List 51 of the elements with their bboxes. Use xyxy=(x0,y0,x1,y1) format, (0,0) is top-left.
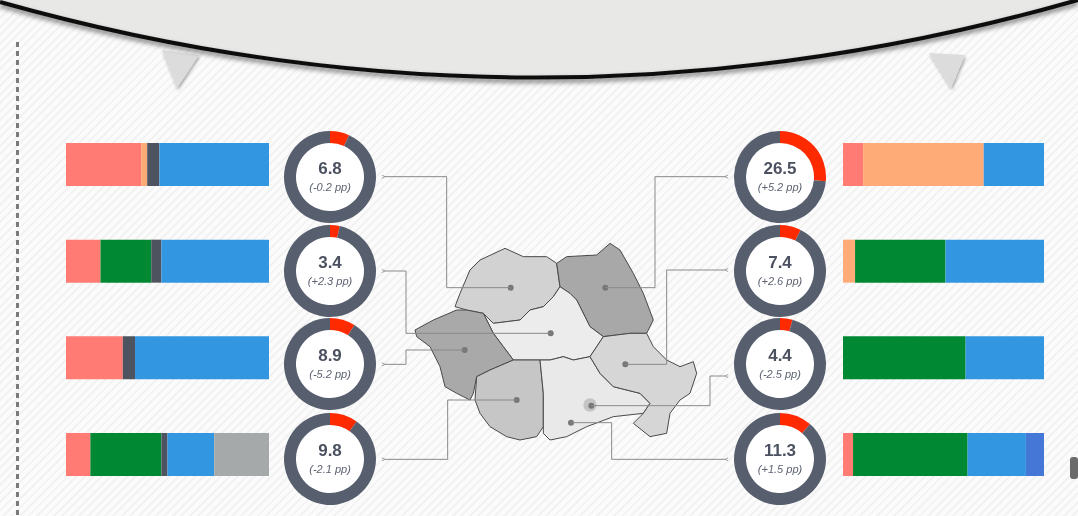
text: (+2.6 pp) xyxy=(757,275,803,287)
bar xyxy=(983,143,1044,186)
bar xyxy=(161,239,269,283)
donut-slice xyxy=(330,225,340,238)
text: (-0.2 pp) xyxy=(309,181,352,193)
text: 9.8 xyxy=(318,441,342,460)
donut-slice xyxy=(780,413,810,434)
text: 26.5 xyxy=(763,159,797,178)
bar xyxy=(135,336,269,380)
bar xyxy=(965,336,1044,380)
donut-slice xyxy=(330,413,357,432)
bar xyxy=(863,143,984,186)
bar xyxy=(66,239,101,283)
text: 11.3 xyxy=(763,441,797,460)
text: (+2.3 pp) xyxy=(307,275,353,287)
text: 3.4 xyxy=(318,253,343,272)
bar xyxy=(141,143,148,186)
text: (-5.2 pp) xyxy=(309,368,352,380)
bar xyxy=(151,239,162,283)
bar xyxy=(843,239,856,283)
donut-slice xyxy=(780,318,793,332)
donut-slice xyxy=(330,131,350,147)
bar xyxy=(843,143,864,186)
text: (+1.5 pp) xyxy=(757,463,803,475)
bar xyxy=(66,143,142,186)
bar xyxy=(147,143,160,186)
bar xyxy=(159,143,269,186)
bar xyxy=(967,433,1026,476)
bar xyxy=(855,239,946,283)
bar xyxy=(100,239,152,283)
bar xyxy=(843,433,854,476)
bar xyxy=(214,433,269,476)
bar xyxy=(945,239,1044,283)
bar xyxy=(853,433,968,476)
text: (-2.5 pp) xyxy=(759,368,802,380)
bar xyxy=(66,433,91,476)
bar xyxy=(66,336,123,380)
bar xyxy=(1025,433,1044,476)
text: 7.4 xyxy=(768,253,793,272)
donut-slice xyxy=(780,225,801,241)
text: (+5.2 pp) xyxy=(757,181,803,193)
text: 6.8 xyxy=(318,159,342,178)
bar xyxy=(843,336,966,380)
bar xyxy=(90,433,162,476)
text: 4.4 xyxy=(768,346,793,365)
bar xyxy=(161,433,168,476)
donut-slice xyxy=(330,318,355,336)
bar xyxy=(167,433,215,476)
bar xyxy=(122,336,136,380)
text: (-2.1 pp) xyxy=(309,463,352,475)
text: 8.9 xyxy=(318,346,342,365)
